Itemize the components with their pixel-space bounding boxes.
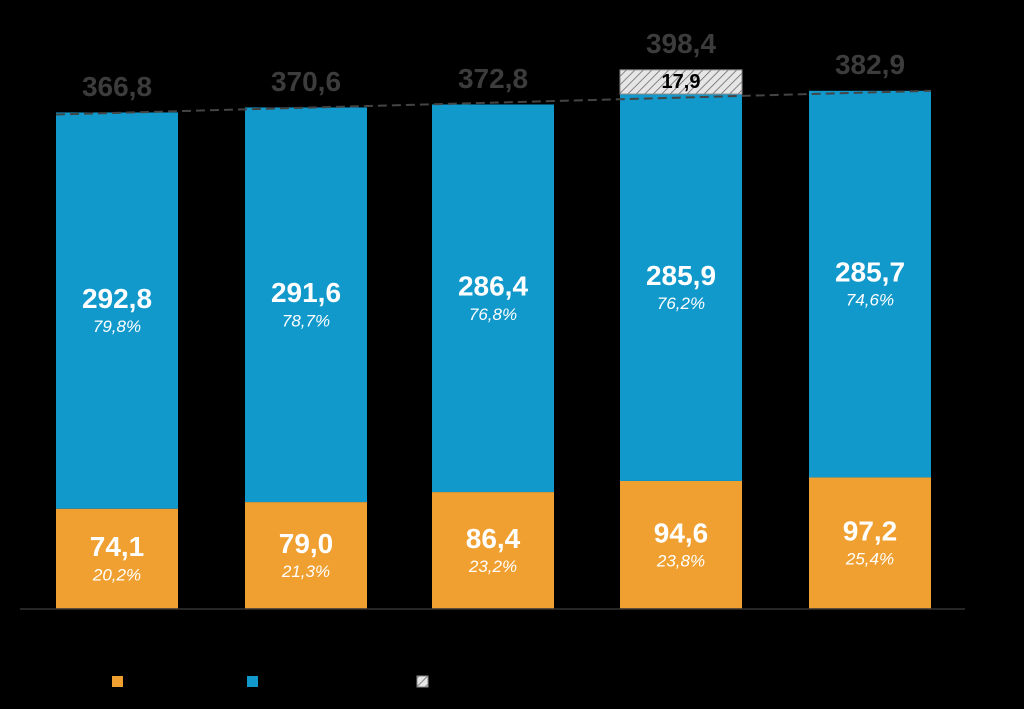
legend-swatch [416, 675, 429, 688]
bar-segment [56, 112, 178, 509]
segment-label: 74,1 [90, 531, 145, 562]
share-label: 78,7% [282, 311, 330, 330]
share-label: 23,2% [468, 557, 517, 576]
bar-segment [245, 502, 367, 609]
segment-label: 17,9 [662, 71, 701, 93]
share-label: 20,2% [92, 565, 141, 584]
segment-label: 292,8 [82, 283, 152, 314]
bar-segment [620, 480, 742, 609]
segment-label: 285,7 [835, 257, 905, 288]
bar-segment [619, 69, 743, 95]
total-label: 372,8 [458, 63, 528, 94]
segment-label: 97,2 [843, 516, 898, 547]
share-label: 25,4% [845, 550, 894, 569]
segment-label: 286,4 [458, 271, 528, 302]
share-label: 79,8% [93, 317, 141, 336]
total-label: 370,6 [271, 66, 341, 97]
segment-label: 86,4 [466, 523, 521, 554]
bar-segment [432, 492, 554, 609]
segment-label: 285,9 [646, 260, 716, 291]
bar-segment [245, 107, 367, 503]
segment-label: 291,6 [271, 277, 341, 308]
bar-segment [432, 104, 554, 493]
total-label: 382,9 [835, 49, 905, 80]
share-label: 23,8% [656, 551, 705, 570]
total-label: 366,8 [82, 71, 152, 102]
share-label: 76,2% [657, 294, 705, 313]
segment-label: 94,6 [654, 517, 709, 548]
share-label: 74,6% [846, 291, 894, 310]
bar-segment [620, 94, 742, 481]
legend-swatch [247, 676, 258, 687]
bar-segment [809, 90, 931, 478]
trend-line [55, 89, 932, 116]
segment-label: 79,0 [279, 528, 334, 559]
share-label: 76,8% [469, 305, 517, 324]
total-label: 398,4 [646, 28, 716, 59]
bar-segment [809, 477, 931, 609]
legend-swatch [112, 676, 123, 687]
bar-segment [56, 508, 178, 609]
share-label: 21,3% [281, 562, 330, 581]
